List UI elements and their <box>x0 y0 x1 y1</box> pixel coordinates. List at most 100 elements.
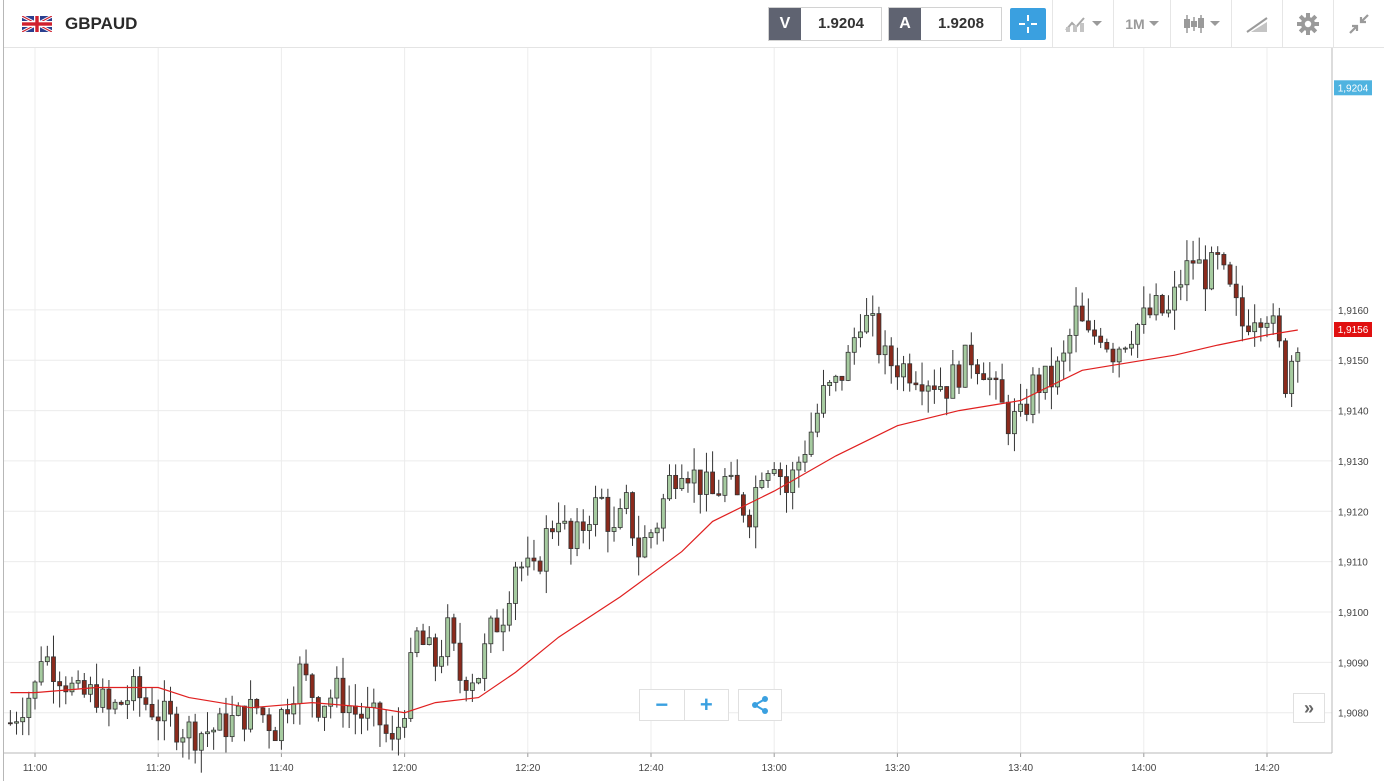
candle-down <box>383 724 389 734</box>
candle-down <box>1221 254 1227 266</box>
candle-up <box>69 682 75 693</box>
chart-type-dropdown[interactable] <box>1171 0 1231 47</box>
candle-down <box>568 520 574 549</box>
candle-up <box>1018 403 1023 412</box>
candle-down <box>106 688 112 710</box>
candle-down <box>1079 305 1085 322</box>
candle-down <box>1190 260 1196 264</box>
candle-up <box>1264 322 1270 328</box>
x-tick-label: 13:40 <box>1008 763 1033 774</box>
x-tick-label: 11:20 <box>146 763 171 774</box>
candle-down <box>420 630 426 645</box>
candle-up <box>1012 411 1017 435</box>
candle-up <box>334 677 340 699</box>
candle-down <box>673 474 679 490</box>
chart-header: GBPAUD V 1.9204 A 1.9208 <box>4 0 1384 48</box>
collapse-button[interactable] <box>1334 0 1384 47</box>
candle-down <box>1239 297 1245 327</box>
crosshair-icon <box>1019 14 1037 33</box>
candle-down <box>716 493 722 496</box>
candle-down <box>1085 320 1091 331</box>
candle-up <box>562 520 568 524</box>
candle-down <box>309 674 315 698</box>
candle-up <box>1295 352 1301 362</box>
candle-up <box>827 381 833 386</box>
candle-up <box>870 313 876 316</box>
candle-up <box>1166 309 1171 314</box>
candle-up <box>691 469 697 484</box>
crosshair-button[interactable] <box>1010 7 1046 40</box>
candle-up <box>402 718 408 728</box>
candle-down <box>981 373 987 381</box>
candle-down <box>315 697 321 718</box>
candle-up <box>20 717 26 723</box>
x-tick-label: 13:00 <box>762 763 787 774</box>
candle-up <box>125 700 130 705</box>
candle-down <box>118 701 124 705</box>
candle-up <box>587 524 592 531</box>
candle-down <box>303 663 309 676</box>
y-tick-label: 1,9130 <box>1338 457 1369 468</box>
candle-down <box>1246 325 1251 333</box>
plot-area <box>4 48 1332 753</box>
candle-down <box>888 345 894 367</box>
candle-up <box>704 471 709 495</box>
x-tick-label: 12:00 <box>392 763 417 774</box>
buy-quote[interactable]: A 1.9208 <box>888 6 1002 41</box>
drawing-tools-button[interactable] <box>1232 0 1282 47</box>
candle-up <box>519 566 525 569</box>
candle-up <box>1129 343 1134 349</box>
candle-up <box>445 617 451 658</box>
candle-down <box>697 469 703 495</box>
chart-toolbar: V 1.9204 A 1.9208 <box>768 0 1384 47</box>
drawing-tool-icon <box>1246 16 1268 33</box>
candle-up <box>858 331 863 339</box>
candle-up <box>131 676 136 702</box>
candle-up <box>476 678 481 684</box>
candle-down <box>913 382 919 386</box>
toolbar-divider <box>1282 0 1283 47</box>
candle-up <box>611 527 617 532</box>
timeframe-dropdown[interactable]: 1M <box>1114 0 1170 47</box>
candle-up <box>248 698 254 730</box>
scroll-to-latest-button[interactable]: » <box>1293 693 1325 723</box>
candle-down <box>272 730 278 742</box>
candle-down <box>1258 322 1264 328</box>
y-tick-label: 1,9090 <box>1338 658 1369 669</box>
candle-down <box>1005 401 1011 435</box>
candle-up <box>513 566 518 604</box>
candle-up <box>1252 322 1258 333</box>
candle-down <box>81 680 87 695</box>
candle-up <box>205 731 210 735</box>
collapse-icon <box>1349 13 1369 34</box>
candle-down <box>285 709 290 715</box>
settings-button[interactable] <box>1283 0 1333 47</box>
candle-up <box>1172 286 1177 311</box>
candle-up <box>796 461 802 471</box>
candle-up <box>728 474 734 477</box>
candle-up <box>543 528 549 572</box>
candle-up <box>987 377 993 381</box>
candle-up <box>814 412 820 433</box>
candle-up <box>950 364 956 399</box>
candle-up <box>1135 324 1141 345</box>
zoom-in-button[interactable]: + <box>683 690 729 720</box>
share-button[interactable] <box>738 689 782 721</box>
candle-up <box>765 473 771 481</box>
candle-down <box>1036 374 1042 393</box>
candle-up <box>1196 259 1202 264</box>
candle-up <box>346 705 352 714</box>
zoom-out-button[interactable]: − <box>655 692 669 717</box>
candle-up <box>1042 365 1048 393</box>
candle-down <box>1024 403 1030 415</box>
candle-up <box>426 637 432 645</box>
candle-up <box>660 498 666 529</box>
candle-up <box>599 496 605 499</box>
candle-up <box>297 663 303 705</box>
sell-quote[interactable]: V 1.9204 <box>768 6 882 41</box>
candle-down <box>352 705 358 715</box>
candle-down <box>155 716 161 722</box>
candle-up <box>112 701 118 710</box>
indicators-button[interactable] <box>1053 0 1113 47</box>
